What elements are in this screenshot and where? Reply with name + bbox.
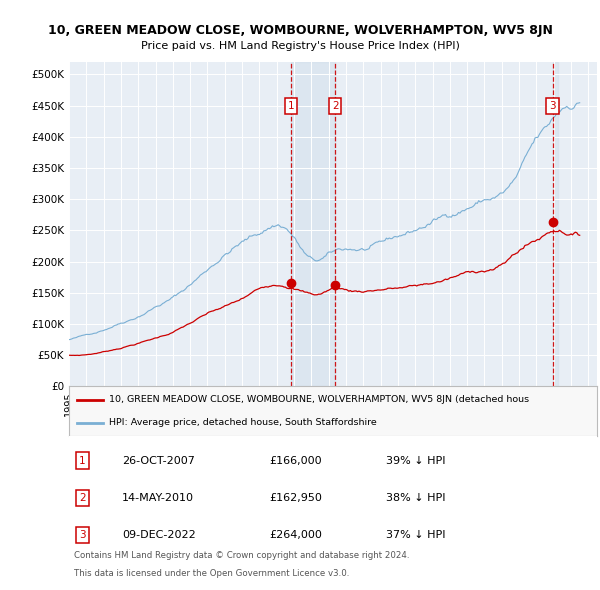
- Text: 3: 3: [550, 101, 556, 111]
- Text: £264,000: £264,000: [269, 530, 323, 540]
- Text: £162,950: £162,950: [269, 493, 323, 503]
- Text: 3: 3: [79, 530, 86, 540]
- Text: 2: 2: [332, 101, 338, 111]
- Text: Price paid vs. HM Land Registry's House Price Index (HPI): Price paid vs. HM Land Registry's House …: [140, 41, 460, 51]
- Text: 10, GREEN MEADOW CLOSE, WOMBOURNE, WOLVERHAMPTON, WV5 8JN (detached hous: 10, GREEN MEADOW CLOSE, WOMBOURNE, WOLVE…: [109, 395, 529, 404]
- Text: 39% ↓ HPI: 39% ↓ HPI: [386, 455, 445, 466]
- Text: 2: 2: [79, 493, 86, 503]
- Bar: [291, 62, 335, 386]
- Text: 1: 1: [79, 455, 86, 466]
- Text: 10, GREEN MEADOW CLOSE, WOMBOURNE, WOLVERHAMPTON, WV5 8JN: 10, GREEN MEADOW CLOSE, WOMBOURNE, WOLVE…: [47, 24, 553, 37]
- Text: HPI: Average price, detached house, South Staffordshire: HPI: Average price, detached house, Sout…: [109, 418, 376, 427]
- Text: 1: 1: [287, 101, 294, 111]
- Text: 37% ↓ HPI: 37% ↓ HPI: [386, 530, 445, 540]
- Text: 09-DEC-2022: 09-DEC-2022: [122, 530, 196, 540]
- Bar: [553, 62, 558, 386]
- Text: 26-OCT-2007: 26-OCT-2007: [122, 455, 194, 466]
- Text: Contains HM Land Registry data © Crown copyright and database right 2024.: Contains HM Land Registry data © Crown c…: [74, 552, 410, 560]
- Text: This data is licensed under the Open Government Licence v3.0.: This data is licensed under the Open Gov…: [74, 569, 350, 578]
- Text: 38% ↓ HPI: 38% ↓ HPI: [386, 493, 445, 503]
- Text: 14-MAY-2010: 14-MAY-2010: [122, 493, 194, 503]
- Text: £166,000: £166,000: [269, 455, 322, 466]
